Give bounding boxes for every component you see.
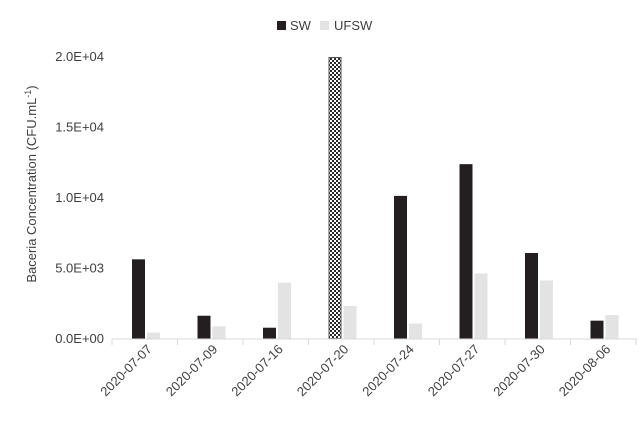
x-tick-label: 2020-07-07 [97, 342, 155, 400]
y-tick-label: 1.0E+04 [55, 190, 104, 205]
x-tick-label: 2020-07-20 [294, 342, 352, 400]
bar-sw-2020-07-09 [197, 315, 211, 339]
bar-ufsw-2020-07-09 [212, 326, 226, 339]
bar-ufsw-2020-07-30 [540, 280, 553, 339]
y-tick-label: 0.0E+00 [55, 331, 104, 346]
bar-sw-2020-07-24 [394, 195, 407, 339]
y-tick-label: 5.0E+03 [55, 261, 104, 276]
legend-swatch-sw [277, 21, 286, 30]
x-axis-ticks: 2020-07-07 2020-07-09 2020-07-16 2020-07-20… [97, 339, 637, 400]
bar-ufsw-2020-07-16 [278, 282, 291, 339]
x-tick-label: 2020-07-09 [163, 342, 221, 400]
y-tick-label: 2.0E+04 [55, 49, 104, 64]
y-tick-label: 1.5E+04 [55, 120, 104, 135]
legend-swatch-ufsw [320, 21, 329, 30]
x-tick-label: 2020-07-30 [490, 342, 548, 400]
x-tick-label: 2020-08-06 [556, 342, 614, 400]
y-axis-title-superscript: -1 [23, 90, 33, 98]
bars [132, 57, 619, 339]
bar-sw-2020-07-27 [459, 164, 473, 339]
bar-sw-2020-07-07 [132, 259, 145, 339]
bar-ufsw-2020-07-07 [147, 332, 160, 339]
x-tick-label: 2020-07-27 [425, 342, 483, 400]
y-axis-title-close: ) [24, 85, 39, 89]
bar-sw-2020-07-16 [263, 327, 276, 339]
x-tick-label: 2020-07-16 [228, 342, 286, 400]
y-axis-ticks: 0.0E+00 5.0E+03 1.0E+04 1.5E+04 2.0E+04 [55, 49, 104, 346]
bar-sw-2020-07-20 [328, 57, 342, 339]
legend-label-sw: SW [290, 18, 312, 33]
x-tick-label: 2020-07-24 [359, 342, 417, 400]
bar-ufsw-2020-07-24 [409, 323, 422, 339]
y-axis-title: Baceria Concentration (CFU.mL-1) [23, 85, 39, 282]
bar-ufsw-2020-07-20 [343, 305, 357, 339]
legend: SW UFSW [277, 18, 373, 33]
y-axis-title-main: Baceria Concentration (CFU.mL [24, 98, 39, 283]
bar-ufsw-2020-07-27 [474, 273, 488, 339]
bar-sw-2020-07-30 [525, 252, 538, 339]
bar-ufsw-2020-08-06 [605, 315, 619, 339]
legend-label-ufsw: UFSW [334, 18, 373, 33]
bar-sw-2020-08-06 [590, 320, 604, 339]
